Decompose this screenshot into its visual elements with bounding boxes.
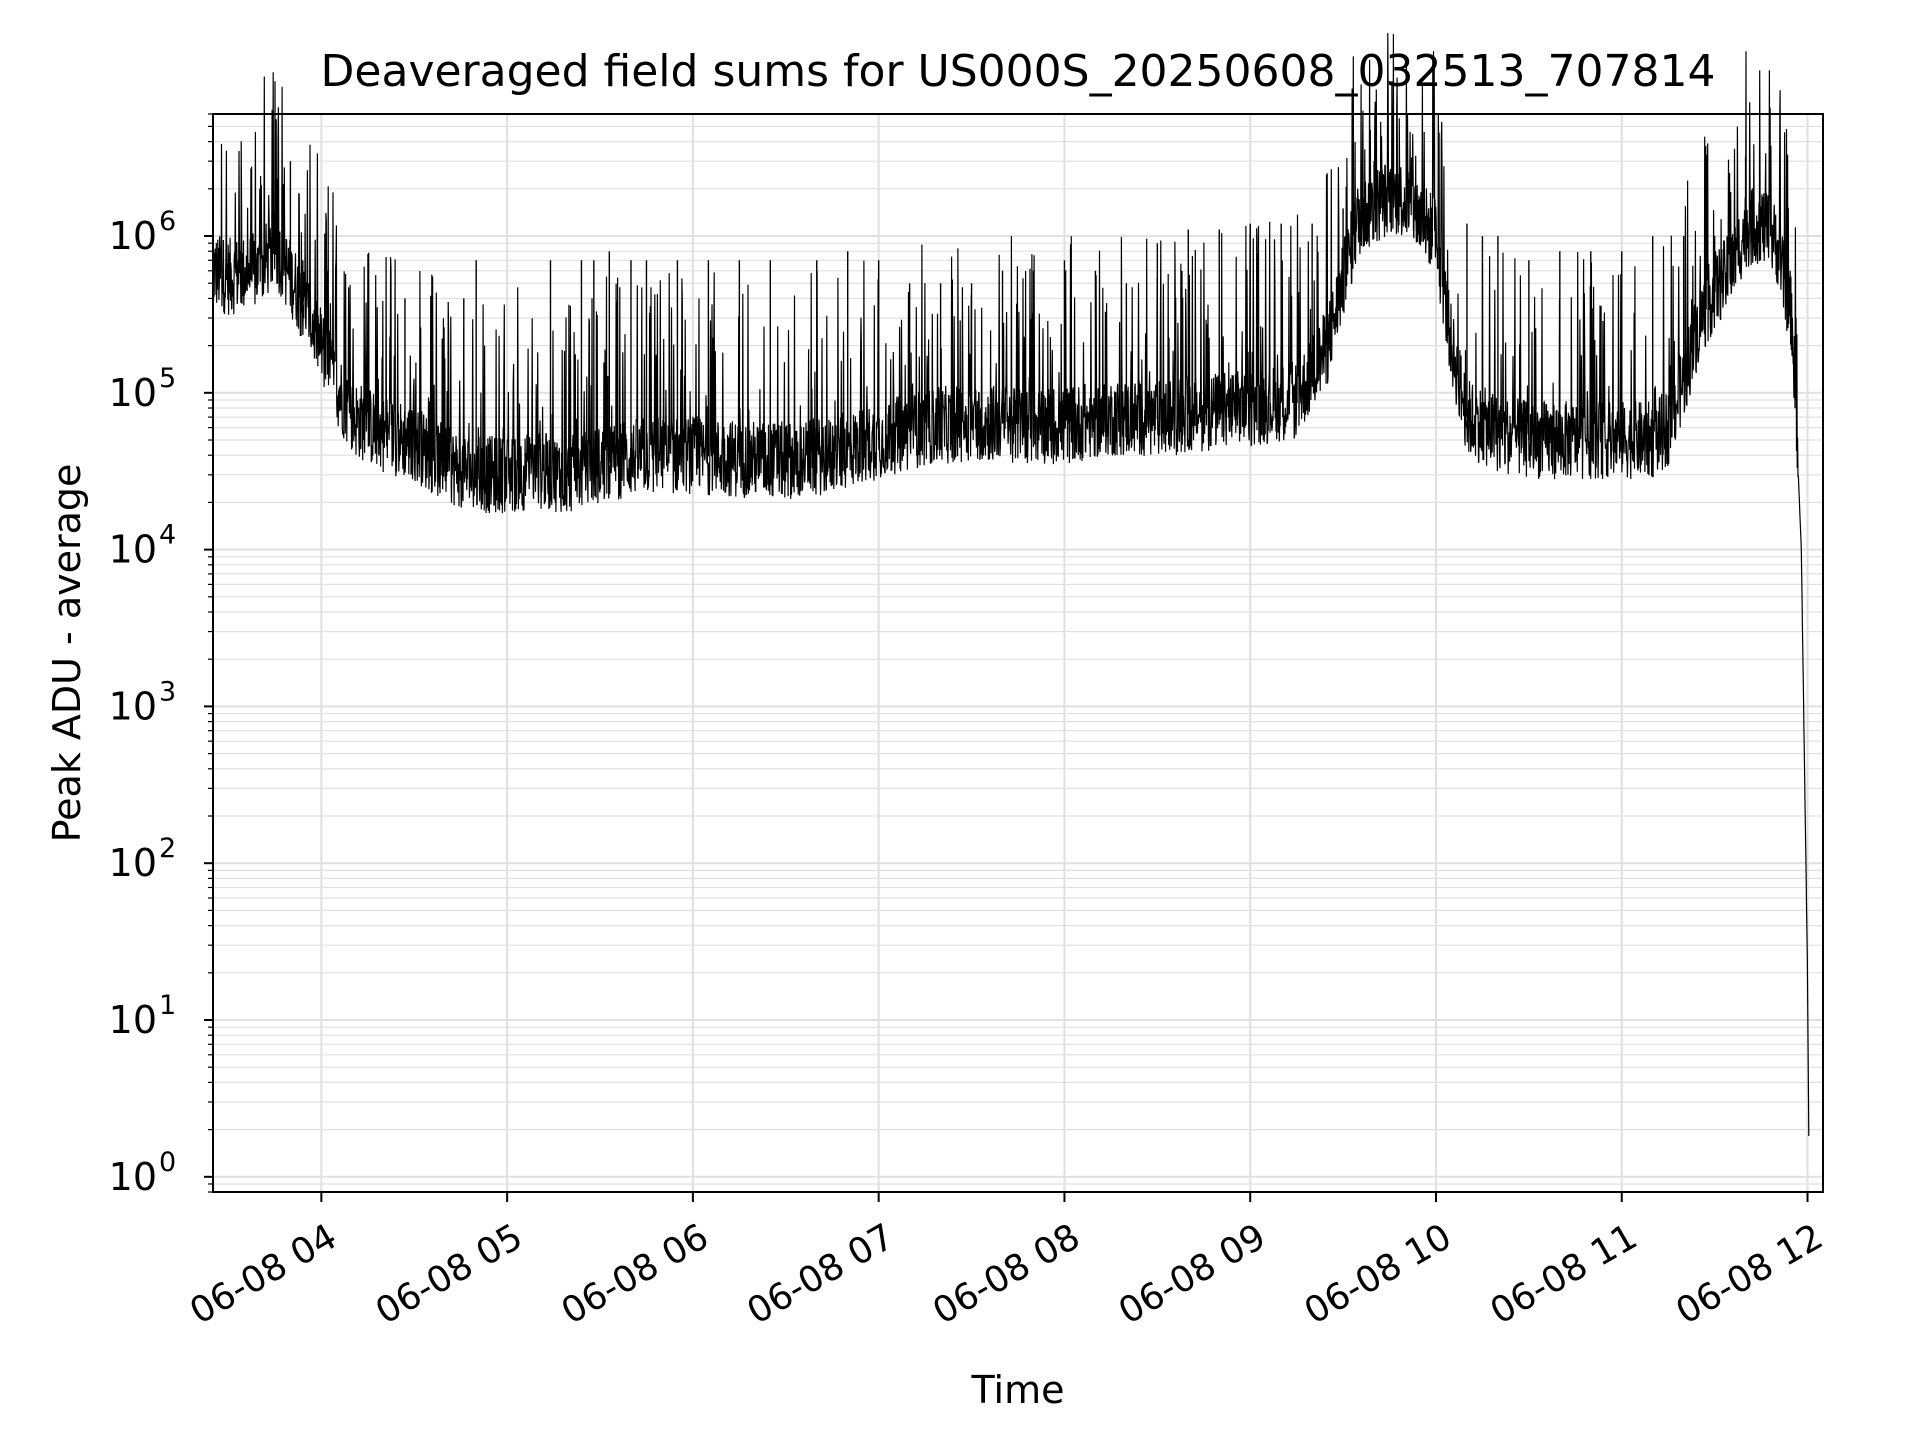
y-tick-label: 10: [109, 684, 157, 728]
y-tick-exponent: 4: [159, 520, 176, 551]
y-tick-label: 10: [109, 528, 157, 572]
y-tick-exponent: 2: [159, 833, 176, 864]
y-tick-label: 10: [109, 841, 157, 885]
y-tick-exponent: 3: [159, 676, 176, 707]
chart-title: Deaveraged field sums for US000S_2025060…: [321, 46, 1716, 97]
y-tick-exponent: 6: [159, 206, 176, 237]
y-axis-label: Peak ADU - average: [45, 464, 89, 843]
x-axis-label: Time: [971, 1368, 1065, 1412]
plot-line-group: [212, 32, 1810, 1137]
plot-frame: [212, 113, 1824, 1193]
data-series-line: [212, 32, 1810, 1137]
y-tick-exponent: 5: [159, 363, 176, 394]
y-tick-exponent: 1: [159, 990, 176, 1021]
y-tick-label: 10: [109, 1155, 157, 1199]
y-tick-label: 10: [109, 371, 157, 415]
y-tick-label: 10: [109, 998, 157, 1042]
y-tick-exponent: 0: [159, 1147, 176, 1178]
y-tick-label: 10: [109, 214, 157, 258]
